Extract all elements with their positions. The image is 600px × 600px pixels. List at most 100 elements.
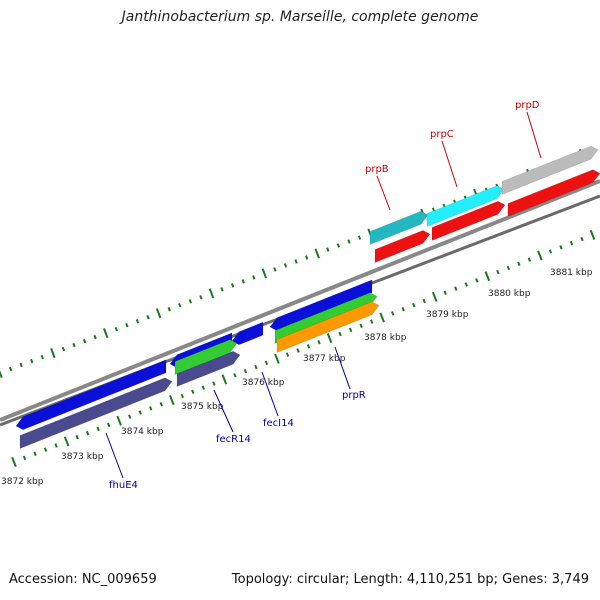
outer-tick <box>188 299 192 304</box>
inner-tick <box>274 353 280 364</box>
outer-tick <box>305 255 309 260</box>
gene-bar-red-1 <box>374 230 431 263</box>
inner-tick <box>180 393 184 399</box>
label-leader-line <box>526 111 542 159</box>
outer-tick <box>50 348 56 359</box>
gene-label-prpR: prpR <box>342 390 366 401</box>
outer-tick <box>314 248 320 259</box>
scale-label: 3874 kbp <box>121 427 164 437</box>
inner-tick <box>201 385 205 390</box>
figure-title: Janthinobacterium sp. Marseille, complet… <box>121 9 479 25</box>
kbp-scale-labels: 3872 kbp 3873 kbp 3874 kbp 3875 kbp 3876 kbp… <box>1 268 593 487</box>
inner-tick <box>138 410 142 415</box>
inner-tick <box>326 333 333 344</box>
inner-tick <box>401 307 405 312</box>
outer-tick <box>19 362 23 368</box>
scale-label: 3873 kbp <box>61 452 104 462</box>
outer-tick <box>125 322 129 328</box>
gene-label-fecR14: fecR14 <box>216 434 251 445</box>
inner-tick <box>11 456 17 468</box>
genome-summary-text: Topology: circular; Length: 4,110,251 bp… <box>231 572 589 587</box>
outer-tick <box>208 288 215 299</box>
gene-bar-fecI14 <box>231 321 264 346</box>
gene-label-fecI14: fecI14 <box>263 418 294 429</box>
inner-tick <box>580 236 584 242</box>
label-leader-line <box>334 346 351 390</box>
label-leader-line <box>441 140 458 188</box>
gene-features <box>15 145 600 449</box>
outer-tick <box>357 235 362 240</box>
accession-text: Accession: NC_009659 <box>9 572 157 587</box>
outer-tick <box>167 307 171 312</box>
outer-tick <box>178 303 182 308</box>
inner-tick <box>559 245 563 250</box>
inner-tick <box>348 327 353 333</box>
gene-bar-prpC <box>426 185 505 227</box>
inner-tick <box>496 269 500 275</box>
inner-tick <box>63 436 70 447</box>
outer-tick <box>146 315 150 320</box>
inner-tick <box>548 249 553 254</box>
inner-tick <box>391 311 395 316</box>
label-leader-line <box>105 432 124 479</box>
outer-tick <box>82 338 87 344</box>
gene-bar-fhuE4 <box>15 359 167 431</box>
outer-tick <box>30 358 34 364</box>
inner-tick <box>149 406 153 411</box>
scale-label: 3878 kbp <box>364 333 407 343</box>
inner-tick <box>589 229 596 240</box>
inner-tick <box>569 240 574 246</box>
gene-bar-prpD-track <box>501 145 599 195</box>
inner-tick <box>484 271 491 282</box>
outer-tick <box>347 239 351 244</box>
gene-label-prpC: prpC <box>430 129 454 140</box>
outer-tick <box>261 268 268 279</box>
inner-tick <box>317 340 321 345</box>
outer-tick <box>294 259 298 264</box>
scale-label: 3877 kbp <box>303 354 346 364</box>
inner-tick <box>359 323 363 328</box>
gene-bar-orange <box>276 301 380 353</box>
outer-tick <box>40 354 44 360</box>
outer-tick <box>326 247 330 252</box>
inner-tick <box>243 368 248 374</box>
inner-tick <box>43 447 48 452</box>
inner-tick <box>431 291 438 302</box>
inner-tick <box>264 360 269 366</box>
scale-label: 3872 kbp <box>1 477 44 487</box>
gene-bar-green-1 <box>174 339 238 375</box>
outer-tick <box>220 287 224 292</box>
outer-tick <box>283 263 288 268</box>
gene-labels: prpB prpC prpD fhuE4 fecR14 fecI14 prpR <box>105 100 542 491</box>
inner-tick <box>443 290 447 295</box>
inner-tick <box>537 250 543 261</box>
inner-tick <box>379 312 385 323</box>
inner-tick <box>454 286 458 291</box>
outer-tick <box>155 308 162 319</box>
inner-tick <box>254 364 258 370</box>
gene-bar-navy-1 <box>19 377 173 449</box>
inner-tick <box>75 435 79 440</box>
label-leader-line <box>376 175 391 211</box>
inner-tick <box>306 344 311 349</box>
genome-backbone <box>0 179 600 427</box>
inner-tick <box>506 265 511 271</box>
inner-tick <box>191 389 195 395</box>
inner-tick <box>422 298 426 304</box>
scale-label: 3880 kbp <box>488 289 531 299</box>
gene-label-prpD: prpD <box>515 100 540 111</box>
scale-label: 3875 kbp <box>181 402 224 412</box>
inner-tick <box>85 430 90 436</box>
gene-bar-red-2 <box>431 200 506 241</box>
outer-tick <box>241 279 245 284</box>
outer-tick <box>61 346 66 352</box>
inner-tick <box>285 352 290 357</box>
gene-bar-red-3 <box>507 169 600 217</box>
outer-tick <box>0 370 3 379</box>
backbone-line-top <box>0 179 600 422</box>
outer-tick <box>103 328 109 339</box>
outer-tick <box>114 326 118 332</box>
gene-label-fhuE4: fhuE4 <box>109 480 138 491</box>
inner-tick <box>517 261 521 267</box>
